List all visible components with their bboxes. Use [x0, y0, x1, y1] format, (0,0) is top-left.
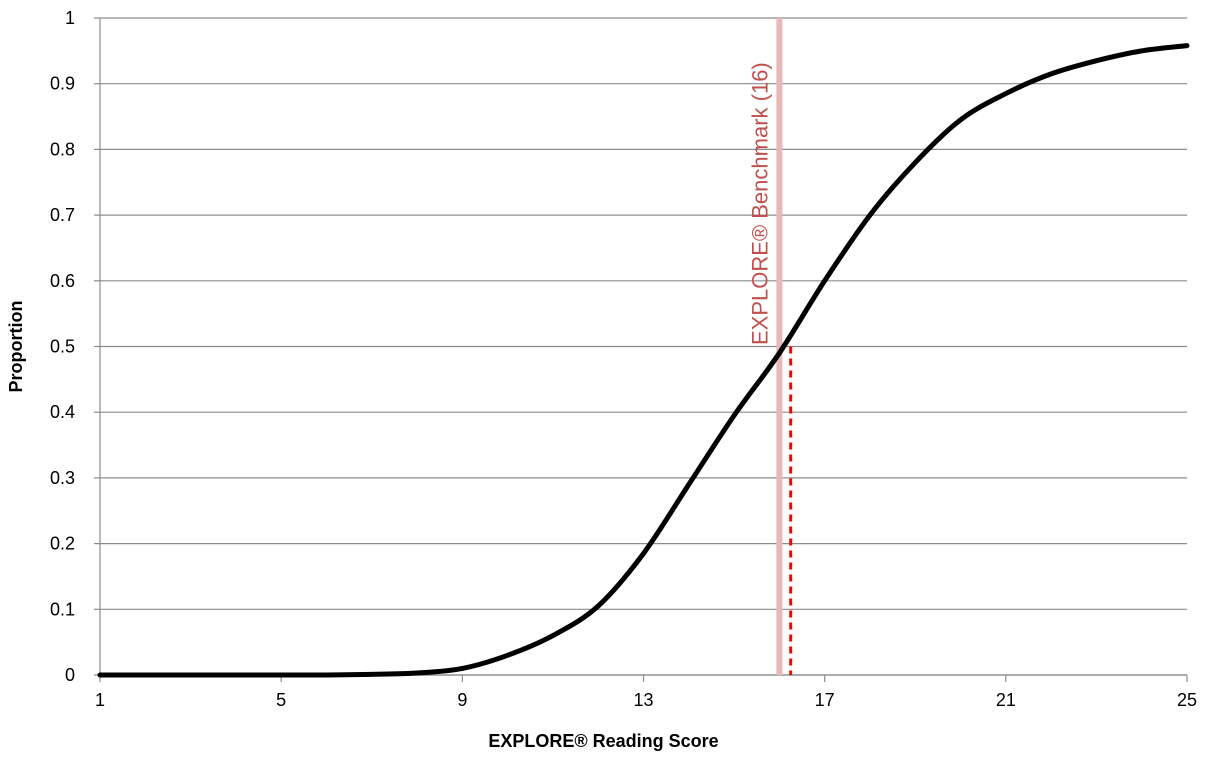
- y-tick-label: 0.7: [50, 205, 75, 225]
- x-tick-label: 13: [633, 690, 653, 710]
- x-axis-title: EXPLORE® Reading Score: [488, 731, 718, 751]
- y-tick-label: 0.5: [50, 337, 75, 357]
- y-axis-title: Proportion: [6, 301, 26, 393]
- axes: [99, 18, 1188, 682]
- y-tick-label: 0.3: [50, 468, 75, 488]
- y-tick-label: 0.2: [50, 534, 75, 554]
- benchmark-marker: EXPLORE® Benchmark (16): [747, 18, 783, 675]
- y-gridlines: [94, 17, 1187, 676]
- y-tick-label: 0.9: [50, 74, 75, 94]
- y-tick-label: 0.1: [50, 599, 75, 619]
- x-tick-label: 25: [1177, 690, 1197, 710]
- y-tick-label: 0.6: [50, 271, 75, 291]
- y-tick-label: 1: [65, 8, 75, 28]
- benchmark-label: EXPLORE® Benchmark (16): [747, 62, 772, 345]
- x-tick-label: 21: [996, 690, 1016, 710]
- x-tick-label: 17: [815, 690, 835, 710]
- y-tick-label: 0.4: [50, 402, 75, 422]
- x-tick-label: 5: [276, 690, 286, 710]
- y-tick-label: 0.8: [50, 139, 75, 159]
- x-tick-label: 9: [457, 690, 467, 710]
- series-curve: [97, 43, 1190, 678]
- x-tick-label: 1: [95, 690, 105, 710]
- tick-labels: 0 0.1 0.2 0.3 0.4 0.5 0.6 0.7 0.8 0.9 1 1 5 9 13 17 21 25: [50, 8, 1197, 710]
- y-tick-label: 0: [65, 665, 75, 685]
